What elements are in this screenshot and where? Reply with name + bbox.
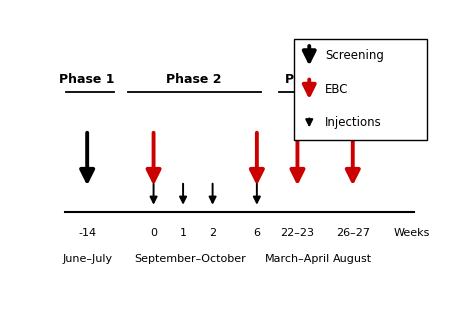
Text: -14: -14 (78, 228, 96, 238)
Text: 26–27: 26–27 (336, 228, 370, 238)
Text: Screening: Screening (325, 49, 384, 62)
Text: Weeks: Weeks (394, 228, 430, 238)
Text: March–April: March–April (265, 254, 330, 264)
Text: 1: 1 (179, 228, 187, 238)
Text: Phase 1: Phase 1 (60, 73, 115, 86)
Text: 0: 0 (150, 228, 157, 238)
Text: Injections: Injections (325, 117, 382, 129)
Text: EBC: EBC (325, 83, 348, 96)
Text: September–October: September–October (135, 254, 247, 264)
Text: Phase 2: Phase 2 (167, 73, 222, 86)
Text: 2: 2 (209, 228, 216, 238)
Text: Phase 3: Phase 3 (285, 73, 340, 86)
Text: June–July: June–July (62, 254, 112, 264)
Text: 6: 6 (253, 228, 260, 238)
Bar (294, 39, 426, 140)
Text: 22–23: 22–23 (280, 228, 315, 238)
Text: August: August (333, 254, 372, 264)
